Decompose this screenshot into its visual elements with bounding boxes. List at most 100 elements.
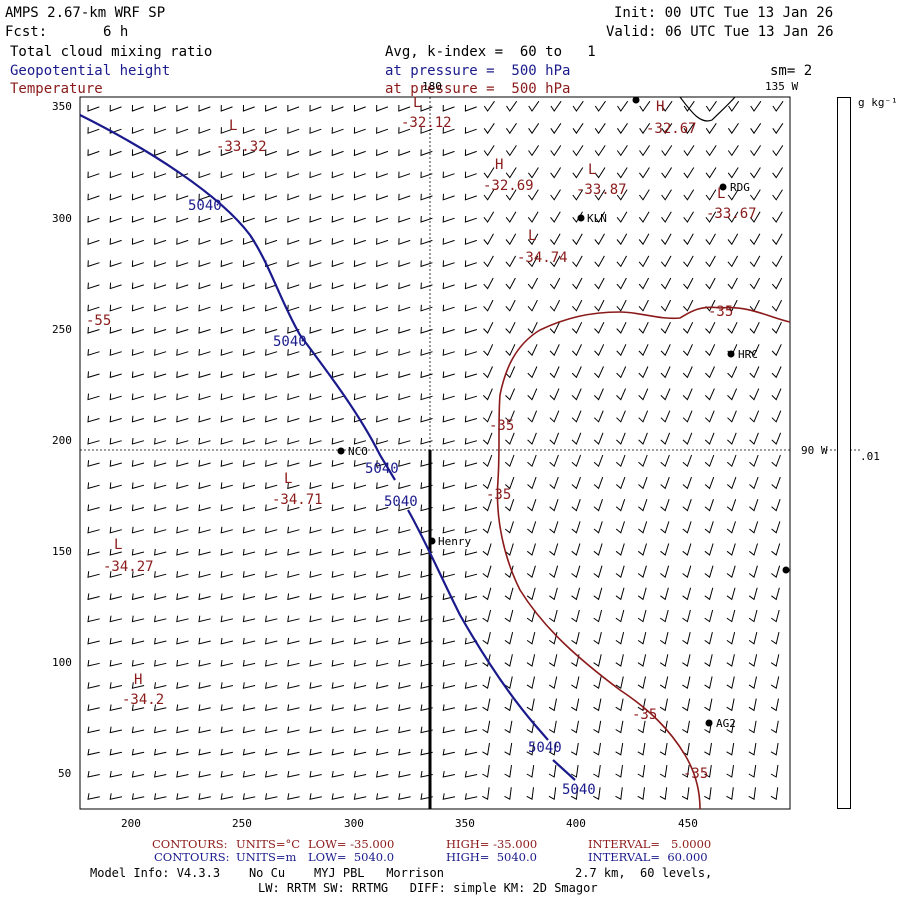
wind-barb xyxy=(109,637,123,645)
wind-barb xyxy=(242,704,256,712)
wind-barb xyxy=(309,104,322,112)
wind-barb xyxy=(528,189,539,201)
wind-barb xyxy=(265,504,278,512)
wind-barb xyxy=(661,167,673,179)
footer-height-contours: CONTOURS: xyxy=(154,850,230,864)
wind-barb xyxy=(398,127,411,134)
wind-barb xyxy=(109,682,123,689)
height-contour-label: 5040 xyxy=(273,334,307,350)
wind-barb xyxy=(331,393,344,401)
wind-barb xyxy=(637,654,647,667)
wind-barb xyxy=(87,326,100,334)
wind-barb xyxy=(727,123,739,135)
wind-barb xyxy=(594,321,605,334)
meridian-180-label: 180 xyxy=(422,80,442,93)
wind-barb xyxy=(705,366,715,379)
wind-barb xyxy=(464,171,477,179)
wind-barb xyxy=(309,771,322,778)
wind-barb xyxy=(750,145,762,157)
wind-barb xyxy=(549,499,559,512)
wind-barb xyxy=(398,704,411,712)
wind-barb xyxy=(615,742,624,756)
colorbar-units: g kg⁻¹ xyxy=(858,96,898,109)
station-henry-marker xyxy=(428,537,436,545)
wind-barb xyxy=(442,238,455,245)
wind-barb xyxy=(442,504,455,512)
wind-barb xyxy=(527,211,539,223)
wind-barb xyxy=(309,171,322,179)
wind-barb xyxy=(593,742,601,756)
wind-barb xyxy=(464,593,478,601)
wind-barb xyxy=(176,482,189,490)
wind-barb xyxy=(571,476,581,490)
wind-barb xyxy=(287,460,300,467)
wind-barb xyxy=(482,565,492,579)
wind-barb xyxy=(482,654,491,667)
wind-barb xyxy=(683,277,694,290)
wind-barb xyxy=(482,698,491,712)
wind-barb xyxy=(220,260,233,268)
y-tick-label: 200 xyxy=(52,434,72,447)
wind-barb xyxy=(660,299,672,312)
wind-barb xyxy=(704,565,714,579)
wind-barb xyxy=(442,326,455,334)
wind-barb xyxy=(442,437,455,445)
wind-barb xyxy=(483,123,495,135)
wind-barb xyxy=(242,171,255,179)
wind-barb xyxy=(287,415,300,423)
wind-barb xyxy=(220,304,233,312)
wind-barb xyxy=(109,504,122,512)
wind-barb xyxy=(198,460,211,467)
wind-barb xyxy=(331,526,344,534)
wind-barb xyxy=(771,587,780,601)
wind-barb xyxy=(154,215,167,223)
wind-barb xyxy=(287,682,300,689)
wind-barb xyxy=(727,255,739,268)
wind-barb xyxy=(153,704,167,712)
wind-barb xyxy=(87,504,100,512)
wind-barb xyxy=(549,410,560,423)
wind-barb xyxy=(154,260,167,268)
wind-barb xyxy=(727,211,739,223)
wind-barb xyxy=(242,571,256,578)
wind-barb xyxy=(131,726,145,734)
wind-barb xyxy=(504,654,513,667)
wind-barb xyxy=(309,238,322,245)
wind-barb xyxy=(353,238,366,245)
wind-barb xyxy=(309,415,322,423)
wind-barb xyxy=(464,104,477,112)
wind-barb xyxy=(176,748,189,756)
wind-barb xyxy=(704,698,713,712)
wind-barb xyxy=(198,660,211,667)
wind-barb xyxy=(659,676,669,690)
wind-barb xyxy=(526,765,535,778)
wind-barb xyxy=(242,260,255,268)
wind-barb xyxy=(638,521,648,534)
wind-barb xyxy=(220,571,233,578)
wind-barb xyxy=(572,255,583,268)
wind-barb xyxy=(504,765,512,778)
wind-barb xyxy=(482,543,492,556)
wind-barb xyxy=(287,615,300,623)
wind-barb xyxy=(353,437,367,445)
wind-barb xyxy=(526,631,536,645)
x-tick-label: 200 xyxy=(121,817,141,830)
wind-barb xyxy=(176,660,189,667)
wind-barb xyxy=(638,476,648,490)
height-contour-label: 5040 xyxy=(188,198,222,214)
wind-barb xyxy=(639,189,650,201)
wind-barb xyxy=(549,366,560,379)
wind-barb xyxy=(220,437,233,445)
wind-barb xyxy=(109,104,122,112)
height-pressure-level: at pressure = 500 hPa xyxy=(385,63,571,79)
wind-barb xyxy=(131,637,145,645)
wind-barb xyxy=(109,482,122,490)
wind-barb xyxy=(131,704,145,712)
wind-barb xyxy=(571,631,580,645)
wind-barb xyxy=(376,482,389,490)
wind-barb xyxy=(549,388,560,401)
wind-barb xyxy=(726,543,736,556)
wind-barb xyxy=(682,454,693,468)
wind-barb xyxy=(660,277,672,290)
wind-barb xyxy=(683,100,695,112)
